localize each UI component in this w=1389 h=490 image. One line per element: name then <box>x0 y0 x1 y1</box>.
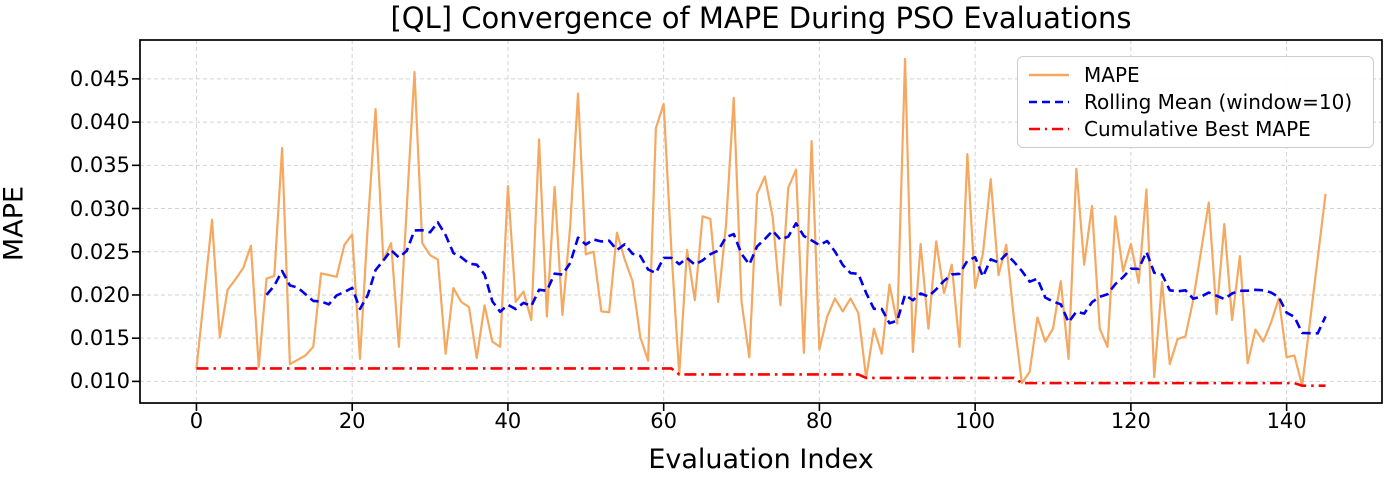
y-tick-label: 0.030 <box>69 196 130 221</box>
y-tick-label: 0.010 <box>69 369 130 394</box>
x-tick-label: 140 <box>1266 409 1307 433</box>
legend-line-solid-icon <box>1029 73 1069 76</box>
y-tick-label: 0.020 <box>69 282 130 307</box>
legend-label-mape: MAPE <box>1084 62 1140 87</box>
legend-line-dashdot-icon <box>1029 128 1069 131</box>
axes-spines <box>139 39 1383 404</box>
legend-label-rolling-mean: Rolling Mean (window=10) <box>1084 89 1353 114</box>
y-tick-label: 0.040 <box>69 110 130 135</box>
y-tick-label: 0.025 <box>69 239 130 264</box>
legend-item-cumulative-best: Cumulative Best MAPE <box>1028 116 1363 142</box>
legend-line-dashed-icon <box>1029 100 1069 104</box>
chart-title: [QL] Convergence of MAPE During PSO Eval… <box>390 1 1132 35</box>
y-tick-label: 0.015 <box>69 326 130 351</box>
x-tick-label: 60 <box>650 409 678 433</box>
legend-label-cumulative-best: Cumulative Best MAPE <box>1084 117 1311 142</box>
line-cumulative-best <box>196 367 1326 388</box>
y-tick-label: 0.035 <box>69 153 130 178</box>
x-tick-label: 20 <box>338 409 366 433</box>
x-tick-label: 100 <box>955 409 996 433</box>
legend-item-rolling-mean: Rolling Mean (window=10) <box>1028 89 1363 115</box>
legend-item-mape: MAPE <box>1028 62 1363 88</box>
y-axis-label: MAPE <box>0 185 30 262</box>
x-axis-label: Evaluation Index <box>648 444 874 475</box>
legend: MAPE Rolling Mean (window=10) Cumulative… <box>1017 56 1374 148</box>
y-tick-label: 0.045 <box>69 66 130 91</box>
x-tick-label: 0 <box>189 409 204 433</box>
x-tick-label: 120 <box>1110 409 1151 433</box>
line-rolling-mean <box>265 221 1327 335</box>
x-tick-label: 80 <box>806 409 833 433</box>
x-tick-label: 40 <box>494 409 522 433</box>
